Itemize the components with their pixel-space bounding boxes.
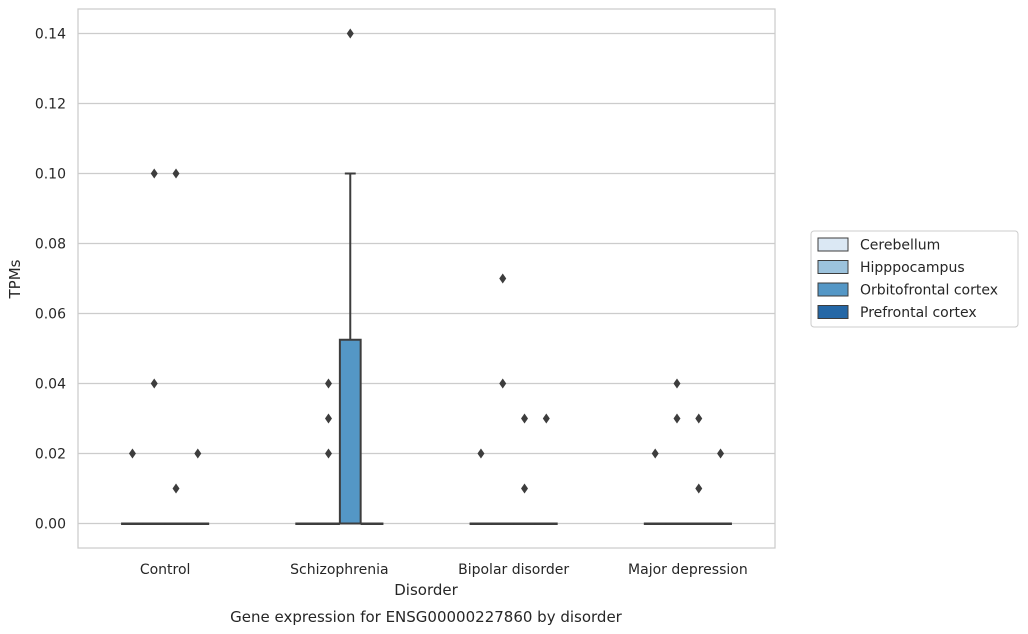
outlier-point (695, 483, 703, 494)
legend-label: Cerebellum (860, 238, 940, 254)
outlier-point (521, 483, 529, 494)
outlier-point (346, 28, 354, 39)
box-control-prefrontal-cortex (186, 448, 210, 525)
legend-label: Prefrontal cortex (860, 305, 977, 321)
legend-label: Hipppocampus (860, 260, 965, 276)
outlier-point (324, 448, 332, 459)
box-major-depression-prefrontal-cortex (709, 448, 732, 525)
box-bipolar-disorder-prefrontal-cortex (534, 413, 558, 525)
legend-swatch (817, 237, 849, 252)
outlier-point (521, 413, 529, 424)
outlier-point (172, 483, 180, 494)
outlier-point (673, 378, 681, 389)
y-tick-label: 0.04 (35, 377, 66, 393)
outlier-point (695, 413, 703, 424)
box-body (338, 338, 362, 525)
y-axis-title: TPMs (6, 259, 24, 299)
y-tick-label: 0.14 (35, 27, 66, 43)
box-major-depression-hipppocampus (665, 378, 689, 525)
outlier-point (172, 168, 180, 179)
outlier-point (717, 448, 725, 459)
box-bipolar-disorder-hipppocampus (491, 273, 515, 525)
grid-lines (78, 32, 775, 525)
box-control-orbitofrontal-cortex (164, 168, 188, 525)
legend-swatch (817, 305, 849, 319)
outlier-point (673, 413, 681, 424)
legend-frame (810, 230, 1019, 328)
outlier-point (477, 448, 485, 459)
x-tick-label: Bipolar disorder (458, 562, 569, 578)
box-plot-marks (121, 28, 732, 525)
box-schizophrenia-prefrontal-cortex (360, 522, 384, 525)
plot-area-background (78, 9, 775, 548)
y-tick-label: 0.10 (35, 167, 66, 183)
outlier-point (150, 168, 158, 179)
legend: Cerebellum Hipppocampus Orbitofrontal cort… (810, 230, 1019, 328)
outlier-point (651, 448, 659, 459)
y-tick-label: 0.12 (35, 97, 66, 113)
outlier-point (499, 378, 507, 389)
outlier-point (194, 448, 202, 459)
legend-items: Cerebellum Hipppocampus Orbitofrontal cort… (817, 237, 998, 321)
outlier-point (542, 413, 550, 424)
y-tick-label: 0.02 (35, 447, 66, 463)
chart-caption: Gene expression for ENSG00000227860 by d… (230, 608, 623, 626)
box-major-depression-cerebellum (643, 448, 667, 525)
x-tick-label: Major depression (628, 562, 748, 578)
y-tick-labels: 0.00 0.02 0.04 0.06 0.08 0.10 0.12 0.14 (35, 27, 66, 533)
box-schizophrenia-cerebellum (295, 522, 319, 525)
outlier-point (499, 273, 507, 284)
x-tick-label: Control (140, 562, 191, 578)
outlier-point (150, 378, 158, 389)
y-tick-label: 0.08 (35, 237, 66, 253)
legend-label: Orbitofrontal cortex (860, 283, 998, 299)
x-tick-label: Schizophrenia (290, 562, 388, 578)
outlier-point (128, 448, 136, 459)
y-tick-label: 0.00 (35, 517, 66, 533)
x-tick-labels: Control Schizophrenia Bipolar disorder Majo… (140, 562, 748, 578)
box-bipolar-disorder-cerebellum (469, 448, 493, 525)
legend-swatch (817, 260, 849, 274)
legend-swatch (817, 282, 849, 297)
box-schizophrenia-orbitofrontal-cortex (338, 28, 362, 525)
y-tick-label: 0.06 (35, 307, 66, 323)
plot-frame (77, 8, 776, 549)
outlier-point (324, 378, 332, 389)
x-axis-title: Disorder (394, 581, 458, 599)
outlier-point (324, 413, 332, 424)
